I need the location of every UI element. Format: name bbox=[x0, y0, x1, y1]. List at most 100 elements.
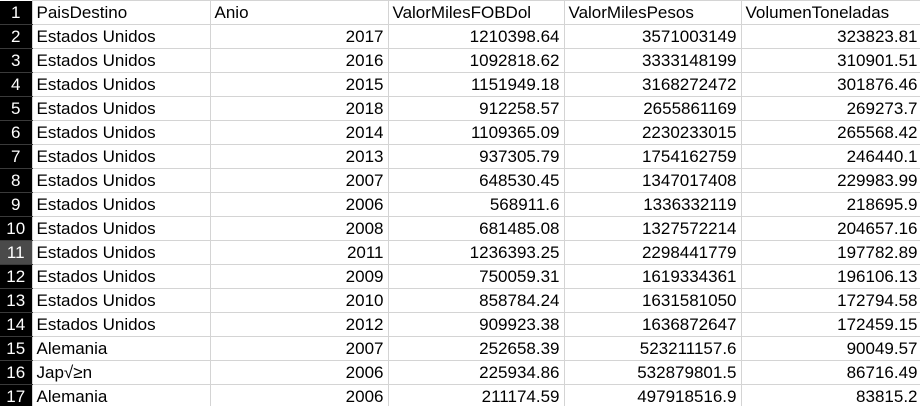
row-number[interactable]: 15 bbox=[0, 336, 32, 361]
row-number[interactable]: 1 bbox=[0, 0, 32, 25]
pais-destino-cell[interactable]: Estados Unidos bbox=[31, 216, 211, 241]
volumen-toneladas-cell[interactable]: 197782.89 bbox=[740, 240, 920, 265]
row-number[interactable]: 8 bbox=[0, 168, 32, 193]
valor-miles-pesos-cell[interactable]: 523211157.6 bbox=[563, 336, 742, 361]
volumen-toneladas-cell[interactable]: 246440.1 bbox=[740, 144, 920, 169]
pais-destino-cell[interactable]: Estados Unidos bbox=[31, 288, 211, 313]
pais-destino-cell[interactable]: Estados Unidos bbox=[31, 144, 211, 169]
anio-cell[interactable]: 2016 bbox=[209, 48, 389, 73]
header-cell-valor-miles-fob-dol[interactable]: ValorMilesFOBDol bbox=[387, 0, 565, 25]
valor-miles-pesos-cell[interactable]: 1327572214 bbox=[563, 216, 742, 241]
volumen-toneladas-cell[interactable]: 172459.15 bbox=[740, 312, 920, 337]
pais-destino-cell[interactable]: Alemania bbox=[31, 336, 211, 361]
anio-cell[interactable]: 2006 bbox=[209, 192, 389, 217]
pais-destino-cell[interactable]: Alemania bbox=[31, 384, 211, 406]
anio-cell[interactable]: 2007 bbox=[209, 336, 389, 361]
volumen-toneladas-cell[interactable]: 301876.46 bbox=[740, 72, 920, 97]
anio-cell[interactable]: 2013 bbox=[209, 144, 389, 169]
anio-cell[interactable]: 2006 bbox=[209, 384, 389, 406]
volumen-toneladas-cell[interactable]: 90049.57 bbox=[740, 336, 920, 361]
anio-cell[interactable]: 2012 bbox=[209, 312, 389, 337]
header-cell-valor-miles-pesos[interactable]: ValorMilesPesos bbox=[563, 0, 742, 25]
volumen-toneladas-cell[interactable]: 229983.99 bbox=[740, 168, 920, 193]
pais-destino-cell[interactable]: Estados Unidos bbox=[31, 264, 211, 289]
anio-cell[interactable]: 2010 bbox=[209, 288, 389, 313]
volumen-toneladas-cell[interactable]: 196106.13 bbox=[740, 264, 920, 289]
valor-miles-pesos-cell[interactable]: 1631581050 bbox=[563, 288, 742, 313]
valor-miles-pesos-cell[interactable]: 3333148199 bbox=[563, 48, 742, 73]
valor-miles-fob-dol-cell[interactable]: 858784.24 bbox=[387, 288, 565, 313]
anio-cell[interactable]: 2017 bbox=[209, 24, 389, 49]
volumen-toneladas-cell[interactable]: 269273.7 bbox=[740, 96, 920, 121]
valor-miles-pesos-cell[interactable]: 2230233015 bbox=[563, 120, 742, 145]
row-number[interactable]: 13 bbox=[0, 288, 32, 313]
valor-miles-pesos-cell[interactable]: 2655861169 bbox=[563, 96, 742, 121]
pais-destino-cell[interactable]: Estados Unidos bbox=[31, 24, 211, 49]
anio-cell[interactable]: 2009 bbox=[209, 264, 389, 289]
valor-miles-pesos-cell[interactable]: 2298441779 bbox=[563, 240, 742, 265]
valor-miles-pesos-cell[interactable]: 1336332119 bbox=[563, 192, 742, 217]
row-number[interactable]: 16 bbox=[0, 360, 32, 385]
valor-miles-pesos-cell[interactable]: 1619334361 bbox=[563, 264, 742, 289]
row-number[interactable]: 14 bbox=[0, 312, 32, 337]
valor-miles-pesos-cell[interactable]: 497918516.9 bbox=[563, 384, 742, 406]
valor-miles-fob-dol-cell[interactable]: 568911.6 bbox=[387, 192, 565, 217]
valor-miles-fob-dol-cell[interactable]: 1210398.64 bbox=[387, 24, 565, 49]
pais-destino-cell[interactable]: Estados Unidos bbox=[31, 240, 211, 265]
volumen-toneladas-cell[interactable]: 204657.16 bbox=[740, 216, 920, 241]
pais-destino-cell[interactable]: Estados Unidos bbox=[31, 120, 211, 145]
row-number[interactable]: 11 bbox=[0, 240, 32, 265]
pais-destino-cell[interactable]: Jap√≥n bbox=[31, 360, 211, 385]
row-number[interactable]: 7 bbox=[0, 144, 32, 169]
valor-miles-fob-dol-cell[interactable]: 252658.39 bbox=[387, 336, 565, 361]
volumen-toneladas-cell[interactable]: 323823.81 bbox=[740, 24, 920, 49]
header-cell-volumen-toneladas[interactable]: VolumenToneladas bbox=[740, 0, 920, 25]
anio-cell[interactable]: 2011 bbox=[209, 240, 389, 265]
valor-miles-fob-dol-cell[interactable]: 1109365.09 bbox=[387, 120, 565, 145]
volumen-toneladas-cell[interactable]: 83815.2 bbox=[740, 384, 920, 406]
row-number[interactable]: 4 bbox=[0, 72, 32, 97]
anio-cell[interactable]: 2008 bbox=[209, 216, 389, 241]
valor-miles-fob-dol-cell[interactable]: 1151949.18 bbox=[387, 72, 565, 97]
header-cell-pais-destino[interactable]: PaisDestino bbox=[31, 0, 211, 25]
anio-cell[interactable]: 2007 bbox=[209, 168, 389, 193]
pais-destino-cell[interactable]: Estados Unidos bbox=[31, 192, 211, 217]
pais-destino-cell[interactable]: Estados Unidos bbox=[31, 96, 211, 121]
valor-miles-fob-dol-cell[interactable]: 648530.45 bbox=[387, 168, 565, 193]
valor-miles-fob-dol-cell[interactable]: 909923.38 bbox=[387, 312, 565, 337]
valor-miles-pesos-cell[interactable]: 1754162759 bbox=[563, 144, 742, 169]
pais-destino-cell[interactable]: Estados Unidos bbox=[31, 72, 211, 97]
anio-cell[interactable]: 2014 bbox=[209, 120, 389, 145]
valor-miles-fob-dol-cell[interactable]: 211174.59 bbox=[387, 384, 565, 406]
valor-miles-pesos-cell[interactable]: 3168272472 bbox=[563, 72, 742, 97]
valor-miles-fob-dol-cell[interactable]: 225934.86 bbox=[387, 360, 565, 385]
anio-cell[interactable]: 2006 bbox=[209, 360, 389, 385]
volumen-toneladas-cell[interactable]: 86716.49 bbox=[740, 360, 920, 385]
row-number[interactable]: 2 bbox=[0, 24, 32, 49]
volumen-toneladas-cell[interactable]: 172794.58 bbox=[740, 288, 920, 313]
pais-destino-cell[interactable]: Estados Unidos bbox=[31, 48, 211, 73]
volumen-toneladas-cell[interactable]: 310901.51 bbox=[740, 48, 920, 73]
valor-miles-fob-dol-cell[interactable]: 937305.79 bbox=[387, 144, 565, 169]
valor-miles-pesos-cell[interactable]: 1636872647 bbox=[563, 312, 742, 337]
row-number[interactable]: 9 bbox=[0, 192, 32, 217]
row-number[interactable]: 12 bbox=[0, 264, 32, 289]
valor-miles-fob-dol-cell[interactable]: 750059.31 bbox=[387, 264, 565, 289]
anio-cell[interactable]: 2018 bbox=[209, 96, 389, 121]
volumen-toneladas-cell[interactable]: 218695.9 bbox=[740, 192, 920, 217]
valor-miles-pesos-cell[interactable]: 1347017408 bbox=[563, 168, 742, 193]
row-number[interactable]: 5 bbox=[0, 96, 32, 121]
valor-miles-pesos-cell[interactable]: 3571003149 bbox=[563, 24, 742, 49]
row-number[interactable]: 10 bbox=[0, 216, 32, 241]
valor-miles-fob-dol-cell[interactable]: 1236393.25 bbox=[387, 240, 565, 265]
anio-cell[interactable]: 2015 bbox=[209, 72, 389, 97]
valor-miles-fob-dol-cell[interactable]: 681485.08 bbox=[387, 216, 565, 241]
volumen-toneladas-cell[interactable]: 265568.42 bbox=[740, 120, 920, 145]
valor-miles-fob-dol-cell[interactable]: 1092818.62 bbox=[387, 48, 565, 73]
header-cell-anio[interactable]: Anio bbox=[209, 0, 389, 25]
valor-miles-pesos-cell[interactable]: 532879801.5 bbox=[563, 360, 742, 385]
valor-miles-fob-dol-cell[interactable]: 912258.57 bbox=[387, 96, 565, 121]
pais-destino-cell[interactable]: Estados Unidos bbox=[31, 168, 211, 193]
row-number[interactable]: 6 bbox=[0, 120, 32, 145]
pais-destino-cell[interactable]: Estados Unidos bbox=[31, 312, 211, 337]
